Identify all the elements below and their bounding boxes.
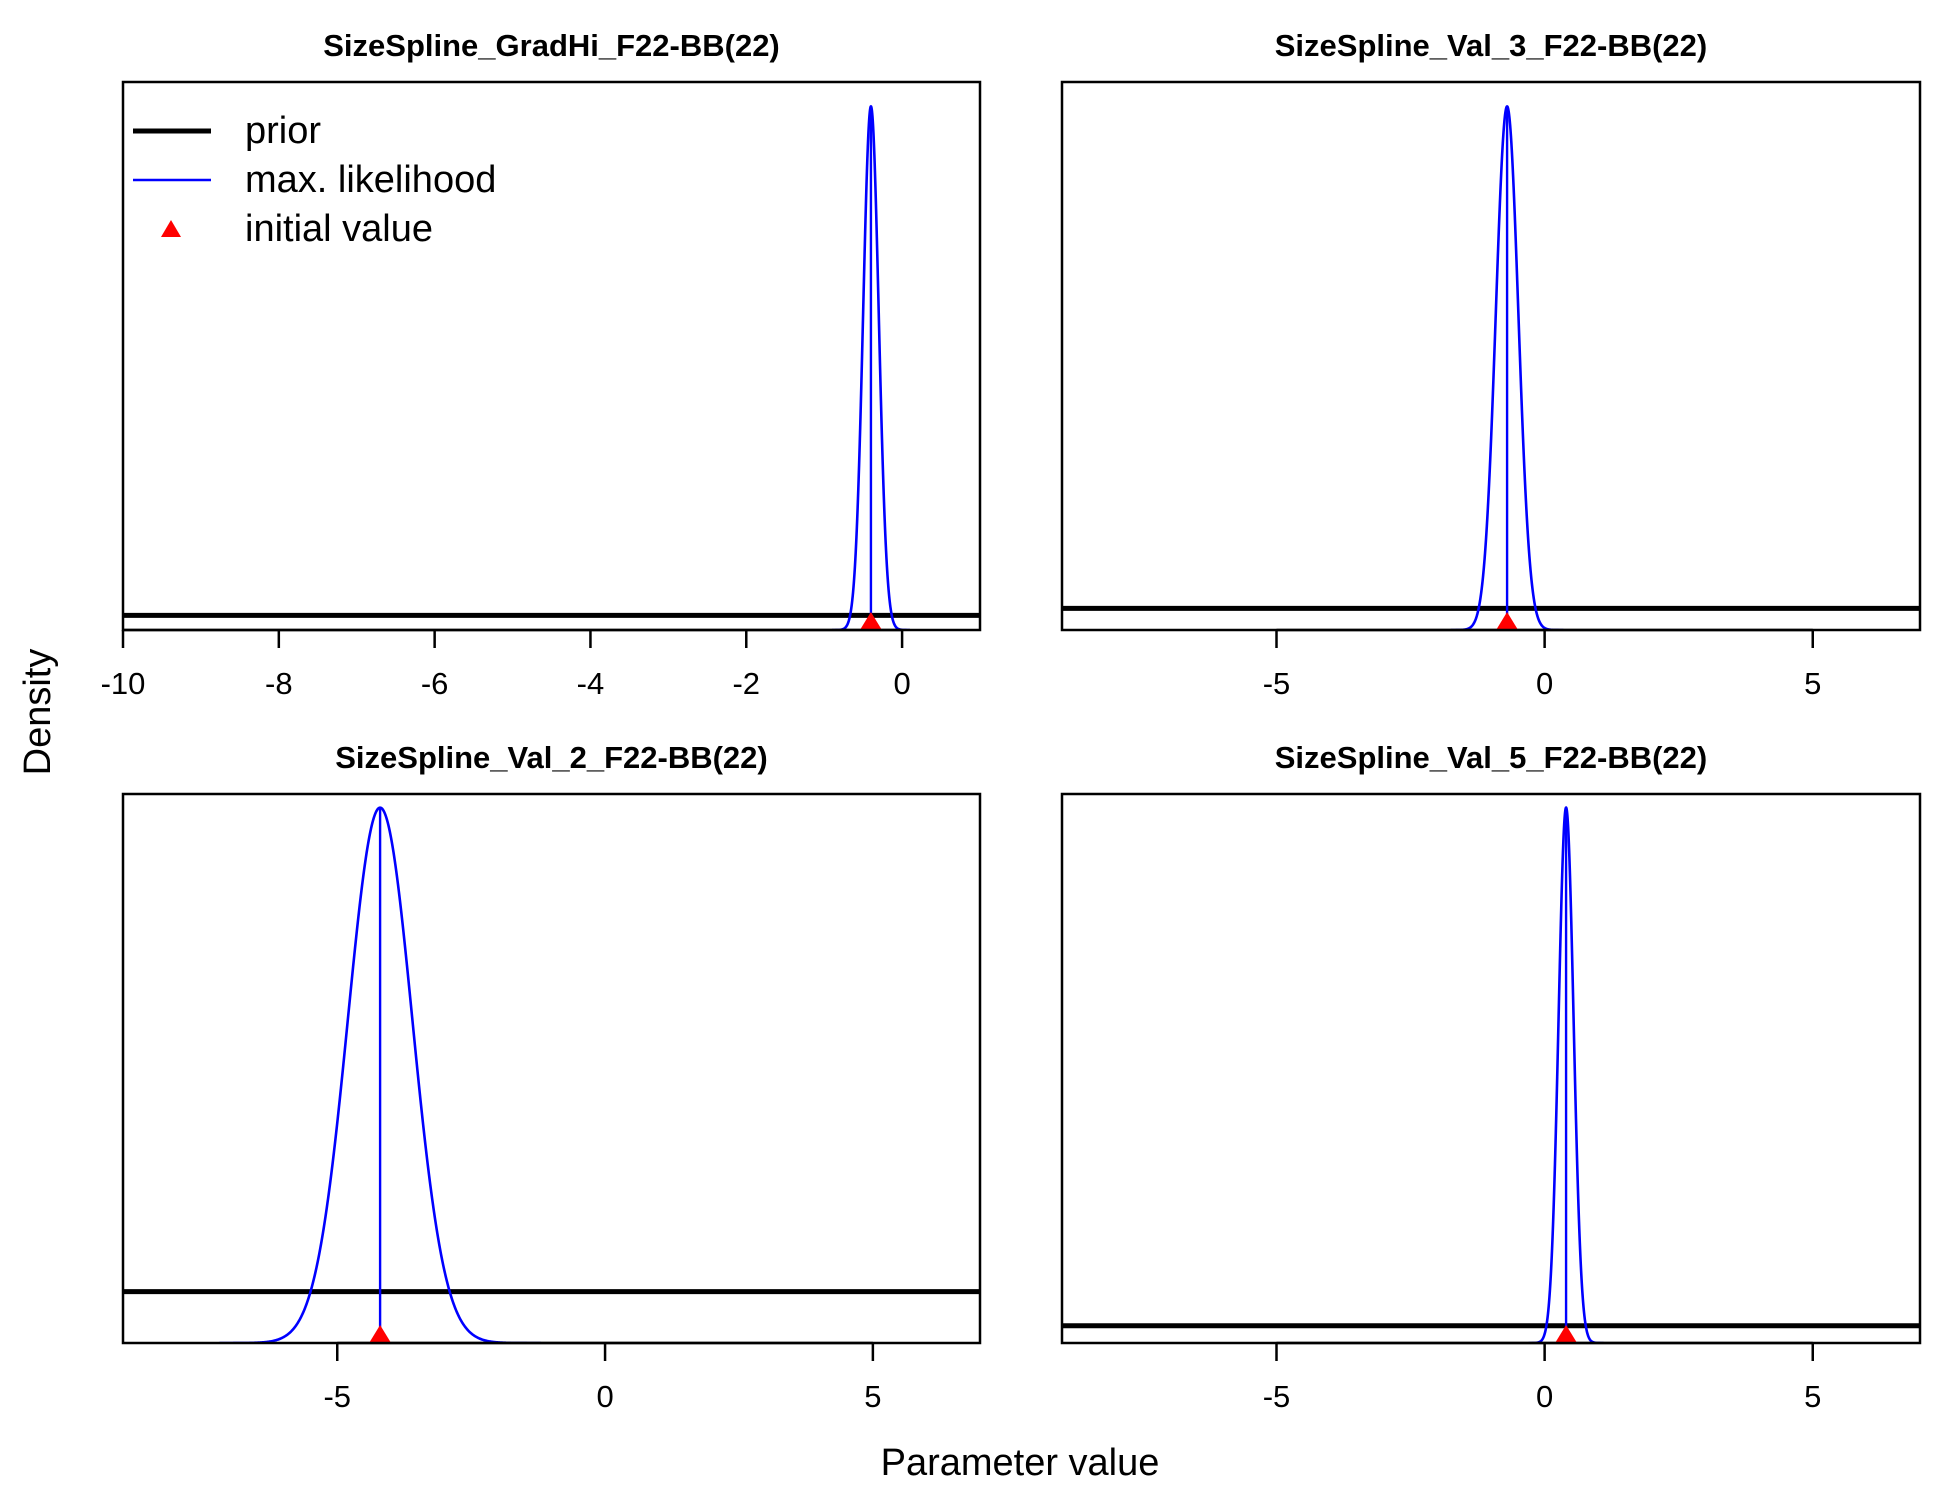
panels: SizeSpline_GradHi_F22-BB(22) -10 -8 -6 -4 -2 0… (101, 28, 1922, 1414)
initial-value-marker (1555, 1325, 1578, 1343)
legend-item: max. likelihood (133, 159, 496, 201)
x-tick-label: -6 (421, 666, 449, 701)
plot-area (123, 104, 980, 630)
panel-title: SizeSpline_Val_5_F22-BB(22) (1275, 740, 1707, 775)
legend-item: prior (133, 110, 321, 152)
x-tick-label: -5 (1263, 1379, 1291, 1414)
x-tick-label: -4 (577, 666, 605, 701)
x-tick-label: 0 (1536, 1379, 1553, 1414)
mle-curve (1450, 104, 1564, 630)
x-tick-label: 0 (1536, 666, 1553, 701)
legend-label: initial value (245, 208, 433, 250)
panel-1: SizeSpline_GradHi_F22-BB(22) -10 -8 -6 -4 -2 0 (101, 28, 982, 701)
x-axis: -10 -8 -6 -4 -2 0 (101, 628, 911, 701)
initial-value-marker (369, 1325, 392, 1343)
x-tick-label: -5 (1263, 666, 1291, 701)
x-axis: -5 0 5 (1263, 1341, 1821, 1414)
panel-3: SizeSpline_Val_2_F22-BB(22) -5 0 5 (121, 740, 982, 1414)
legend-swatch (161, 220, 181, 237)
plot-area (1062, 104, 1920, 630)
panel-2: SizeSpline_Val_3_F22-BB(22) -5 0 5 (1060, 28, 1922, 701)
x-tick-label: 5 (1804, 666, 1821, 701)
initial-value-marker (859, 612, 882, 630)
y-axis-label: Density (17, 649, 59, 776)
panel-title: SizeSpline_GradHi_F22-BB(22) (323, 28, 780, 63)
mle-curve (1528, 806, 1604, 1343)
x-tick-label: 0 (596, 1379, 613, 1414)
legend-item: initial value (161, 208, 433, 250)
plot-area (123, 806, 980, 1343)
panel-4: SizeSpline_Val_5_F22-BB(22) -5 0 5 (1060, 740, 1922, 1414)
x-axis: -5 0 5 (1263, 628, 1821, 701)
x-tick-label: 5 (864, 1379, 881, 1414)
x-tick-label: -2 (732, 666, 760, 701)
legend-label: prior (245, 110, 321, 152)
x-axis-label: Parameter value (881, 1442, 1160, 1484)
x-tick-label: 0 (893, 666, 910, 701)
x-axis: -5 0 5 (323, 1341, 882, 1414)
x-tick-label: -5 (323, 1379, 351, 1414)
panel-title: SizeSpline_Val_2_F22-BB(22) (335, 740, 767, 775)
plot-area (1062, 806, 1920, 1343)
initial-value-marker (1496, 612, 1519, 630)
x-tick-label: 5 (1804, 1379, 1821, 1414)
legend-label: max. likelihood (245, 159, 496, 201)
panel-title: SizeSpline_Val_3_F22-BB(22) (1275, 28, 1707, 63)
x-tick-label: -10 (101, 666, 146, 701)
x-tick-label: -8 (265, 666, 293, 701)
mle-curve (219, 806, 541, 1343)
legend: prior max. likelihood initial value (133, 110, 496, 250)
mle-curve (831, 104, 910, 630)
